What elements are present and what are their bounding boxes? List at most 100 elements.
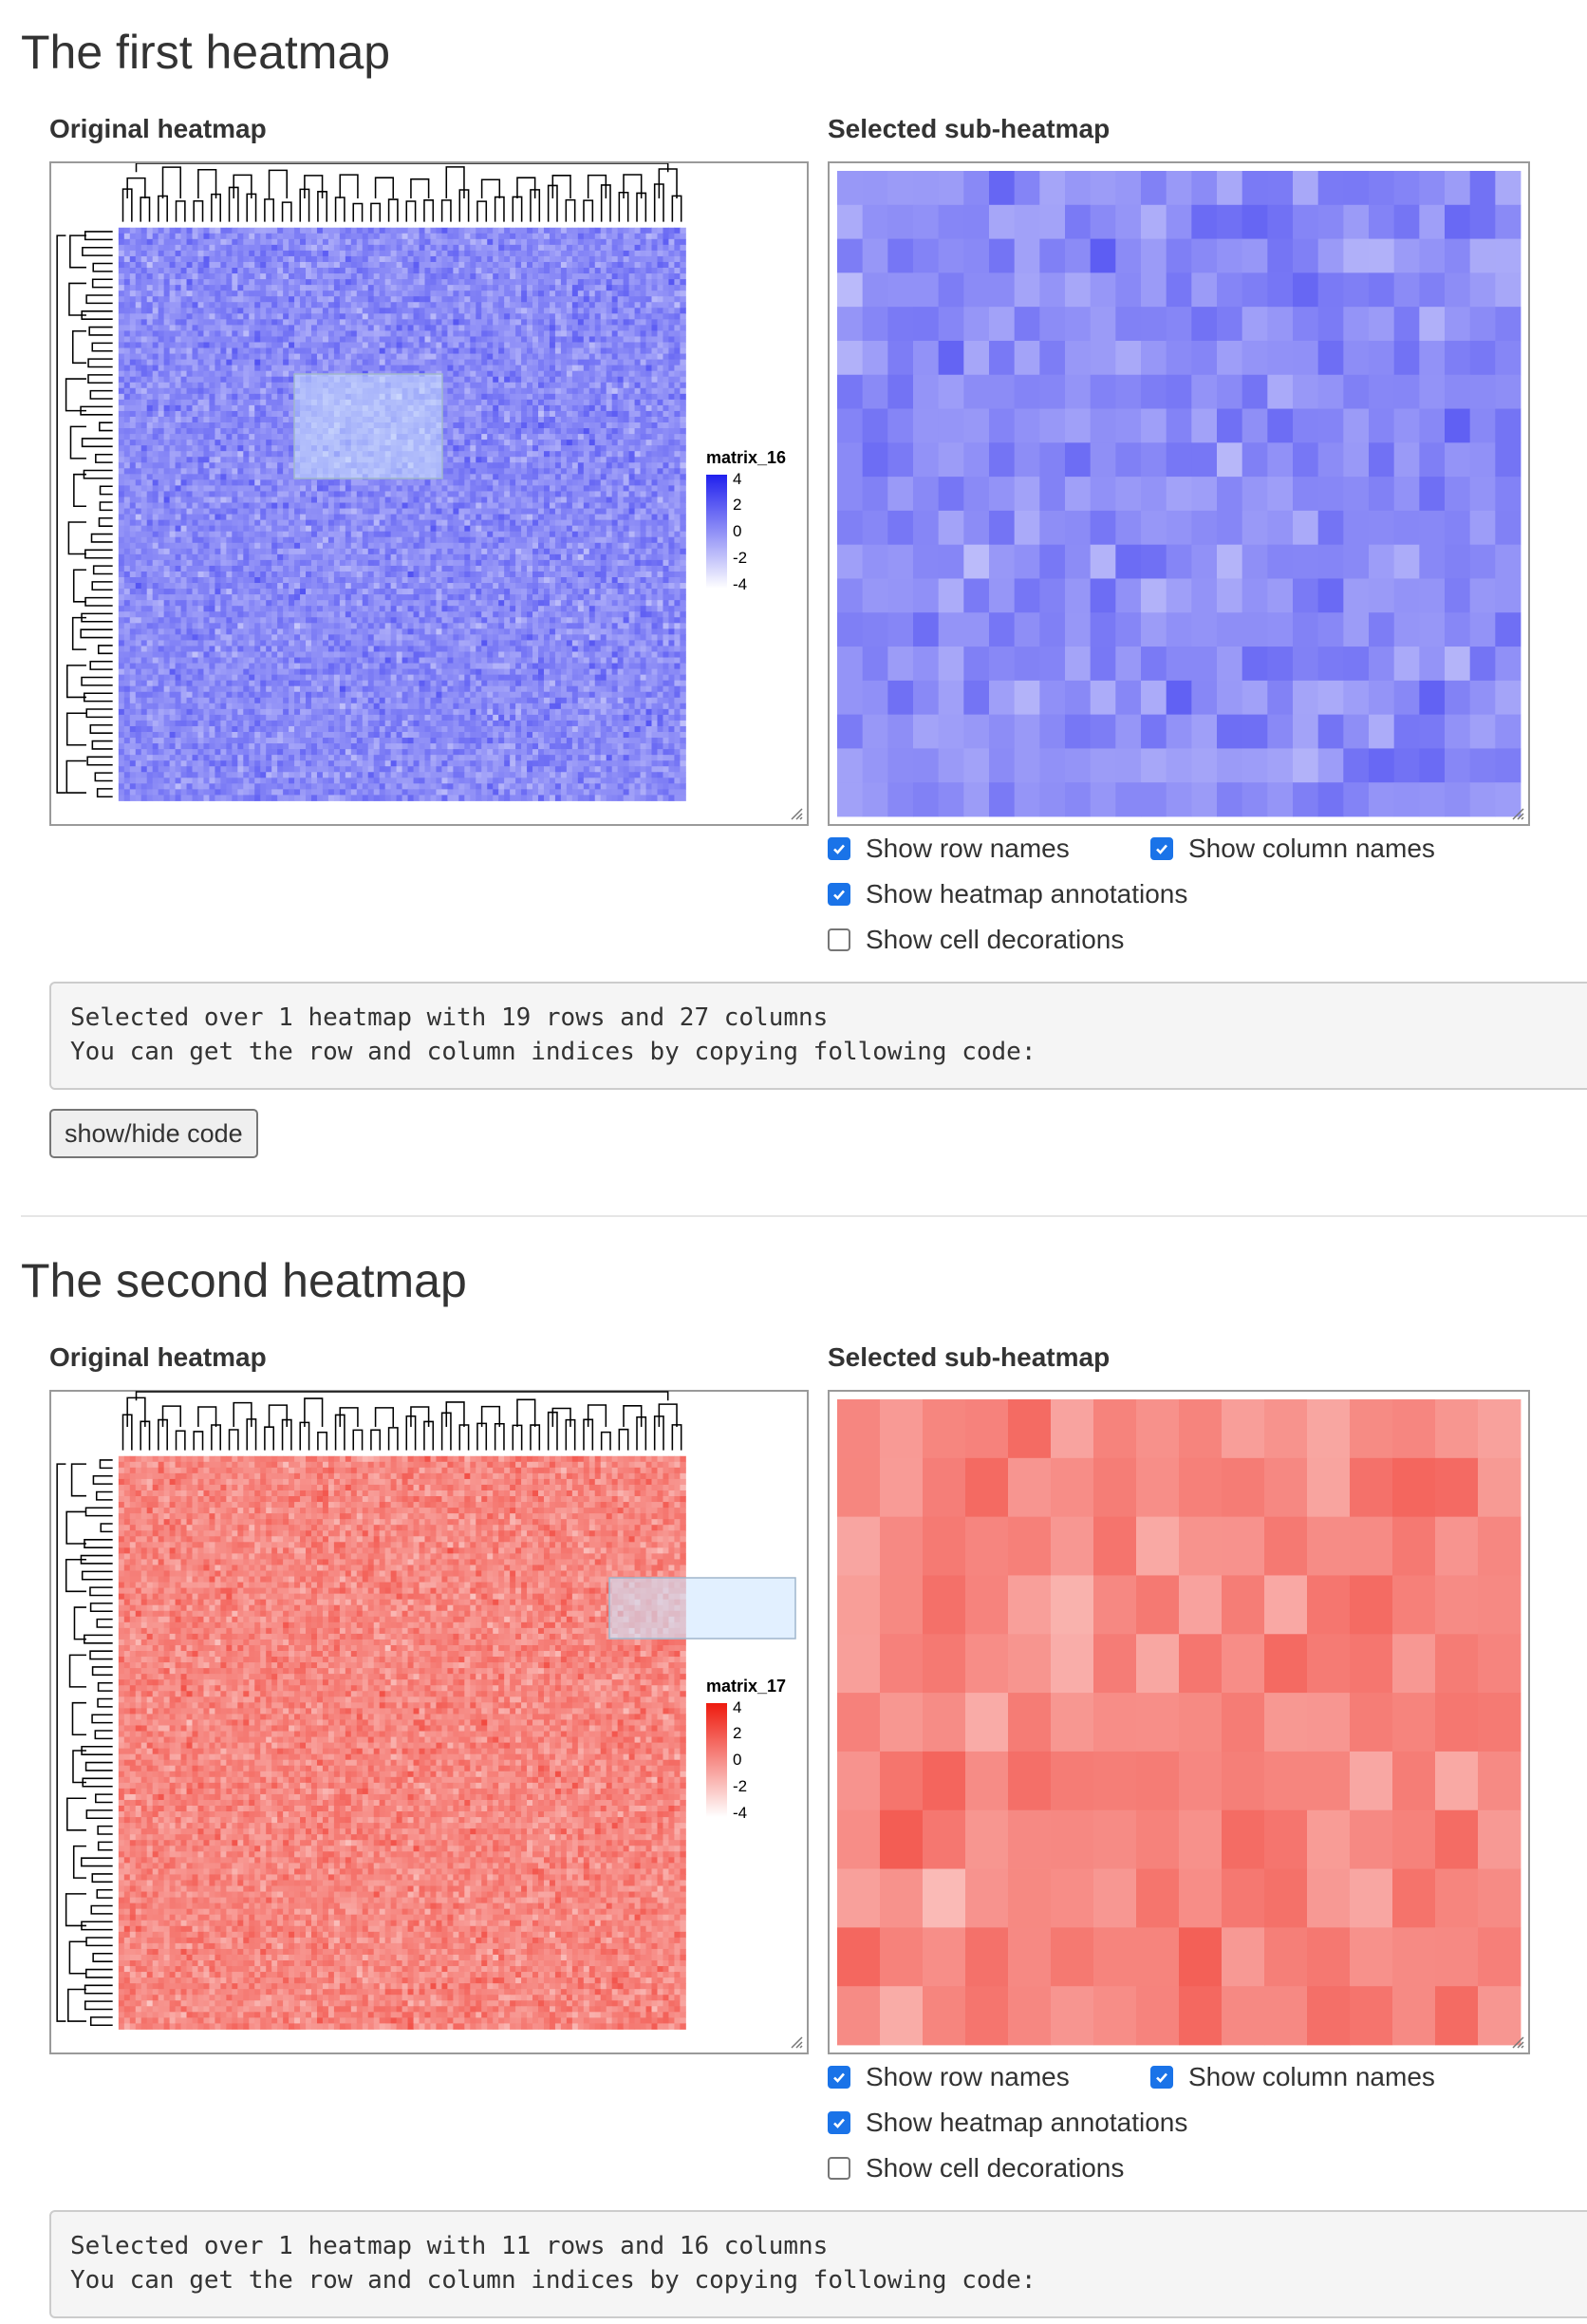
heatmap-cell — [634, 290, 642, 297]
heatmap-cell — [674, 502, 681, 510]
heatmap-cell — [611, 404, 619, 412]
heatmap-cell — [594, 497, 602, 503]
heatmap-cell — [163, 382, 171, 389]
original-heatmap-plot[interactable]: matrix_16 4 2 0 -2 -4 — [51, 163, 807, 824]
heatmap-cell — [271, 319, 278, 326]
heatmap-cell — [277, 393, 284, 401]
heatmap-cell — [566, 296, 573, 303]
heatmap-cell — [464, 255, 471, 263]
heatmap-cell — [283, 485, 289, 492]
heatmap-cell — [249, 502, 255, 510]
heatmap-cell — [554, 238, 562, 246]
heatmap-cell — [538, 468, 545, 475]
heatmap-cell — [657, 479, 663, 486]
heatmap-cell — [577, 290, 585, 297]
heatmap-cell — [209, 491, 215, 497]
heatmap-cell — [521, 279, 528, 286]
heatmap-cell — [140, 399, 148, 406]
heatmap-cell — [407, 330, 415, 337]
heatmap-cell — [237, 479, 244, 486]
heatmap-cell — [532, 479, 539, 486]
heatmap-cell — [306, 313, 312, 320]
heatmap-cell — [481, 376, 488, 384]
heatmap-cell — [362, 279, 369, 286]
heatmap-cell — [680, 502, 686, 510]
heatmap-cell — [657, 382, 663, 389]
heatmap-cell — [424, 255, 431, 263]
heatmap-cell — [611, 290, 619, 297]
heatmap-cell — [316, 285, 324, 291]
heatmap-cell — [226, 330, 233, 337]
heatmap-cell — [135, 353, 142, 361]
heatmap-cell — [254, 365, 261, 372]
heatmap-cell — [600, 244, 607, 252]
heatmap-cell — [203, 434, 210, 440]
heatmap-cell — [158, 440, 165, 446]
original-heatmap-panel[interactable]: matrix_16 4 2 0 -2 -4 — [49, 161, 809, 826]
heatmap-cell — [571, 508, 579, 515]
heatmap-cell — [243, 325, 250, 331]
heatmap-cell — [680, 474, 686, 480]
heatmap-cell — [430, 485, 437, 492]
heatmap-cell — [266, 233, 272, 240]
heatmap-cell — [118, 502, 125, 510]
heatmap-cell — [271, 393, 278, 401]
heatmap-cell — [606, 462, 613, 469]
heatmap-cell — [215, 250, 221, 257]
heatmap-cell — [583, 497, 590, 503]
heatmap-cell — [554, 382, 562, 389]
heatmap-cell — [464, 387, 471, 395]
heatmap-cell — [316, 325, 324, 331]
heatmap-cell — [583, 238, 590, 246]
heatmap-cell — [220, 227, 227, 234]
heatmap-cell — [566, 227, 573, 234]
heatmap-body[interactable] — [118, 227, 686, 801]
heatmap-cell — [680, 255, 686, 263]
heatmap-cell — [396, 485, 403, 492]
heatmap-cell — [289, 468, 295, 475]
heatmap-cell — [521, 491, 528, 497]
heatmap-cell — [651, 313, 658, 320]
heatmap-cell — [333, 308, 341, 314]
heatmap-cell — [441, 399, 448, 406]
heatmap-cell — [401, 491, 409, 497]
heatmap-cell — [163, 273, 171, 280]
heatmap-cell — [594, 325, 602, 331]
heatmap-cell — [158, 290, 165, 297]
heatmap-cell — [487, 359, 494, 366]
heatmap-cell — [300, 347, 307, 355]
heatmap-cell — [186, 302, 193, 309]
heatmap-cell — [146, 359, 154, 366]
heatmap-cell — [215, 285, 221, 291]
heatmap-cell — [510, 451, 516, 458]
heatmap-cell — [129, 342, 137, 348]
heatmap-cell — [566, 416, 573, 423]
heatmap-cell — [543, 508, 551, 515]
heatmap-cell — [623, 296, 630, 303]
heatmap-cell — [243, 268, 250, 274]
heatmap-cell — [510, 445, 516, 452]
heatmap-cell — [316, 497, 324, 503]
heatmap-cell — [260, 227, 267, 234]
heatmap-cell — [674, 308, 681, 314]
heatmap-cell — [152, 365, 159, 372]
heatmap-cell — [163, 296, 171, 303]
heatmap-cell — [515, 261, 522, 269]
heatmap-cell — [220, 370, 227, 378]
heatmap-cell — [657, 325, 663, 331]
heatmap-cell — [657, 393, 663, 401]
heatmap-cell — [356, 296, 364, 303]
heatmap-cell — [209, 474, 215, 480]
heatmap-cell — [549, 238, 556, 246]
heatmap-cell — [504, 290, 511, 297]
heatmap-cell — [510, 365, 516, 372]
heatmap-cell — [628, 457, 636, 463]
heatmap-cell — [401, 238, 409, 246]
heatmap-cell — [175, 387, 182, 395]
heatmap-cell — [566, 479, 573, 486]
heatmap-cell — [560, 491, 568, 497]
heatmap-cell — [527, 296, 533, 303]
heatmap-cell — [640, 238, 646, 246]
heatmap-cell — [634, 336, 642, 343]
heatmap-cell — [430, 308, 437, 314]
